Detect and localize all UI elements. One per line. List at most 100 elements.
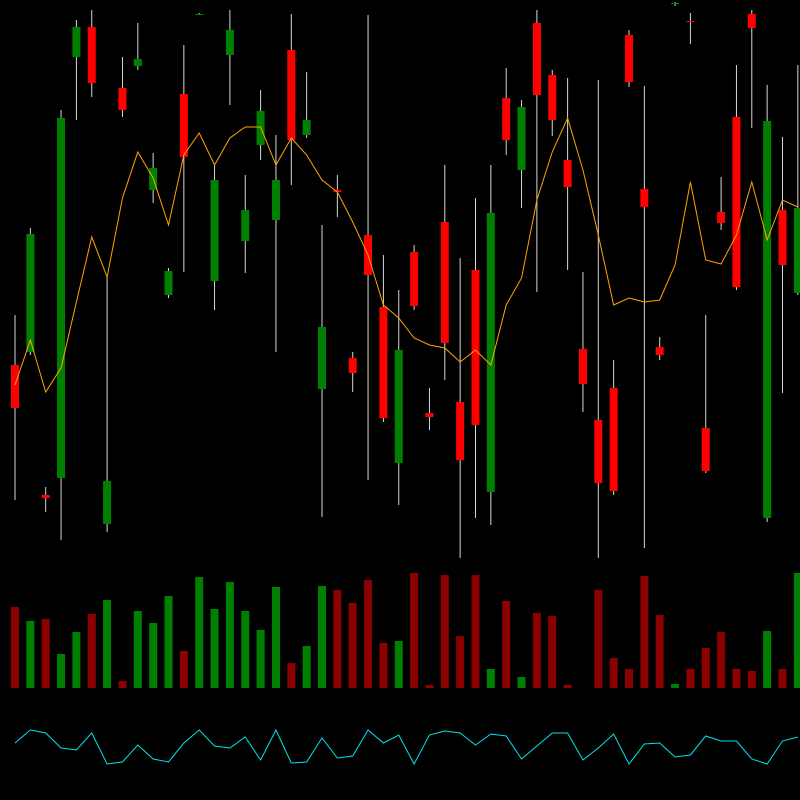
candle-body — [486, 213, 495, 492]
candle-body — [701, 428, 710, 471]
volume-bar — [548, 616, 557, 688]
candle-body — [394, 350, 403, 463]
candle-body — [717, 212, 726, 223]
volume-bar — [210, 609, 219, 688]
candle-body — [333, 190, 342, 192]
candle-body — [640, 189, 649, 207]
candle-body — [763, 121, 772, 518]
candle-body — [11, 365, 19, 408]
candle-body — [210, 180, 219, 281]
volume-bar — [655, 615, 664, 688]
candle-body — [57, 118, 66, 478]
candle-body — [287, 50, 296, 140]
candle-body — [625, 35, 633, 82]
volume-bar — [256, 630, 265, 688]
volume-bar — [195, 577, 204, 688]
candle-body — [655, 347, 664, 355]
candle-body — [72, 27, 81, 57]
volume-bar — [778, 669, 787, 688]
volume-bar — [164, 596, 173, 688]
volume-bar — [625, 669, 633, 688]
volume-bar — [287, 663, 296, 688]
volume-bar — [410, 573, 419, 688]
volume-bar — [517, 677, 526, 688]
candle-body — [563, 160, 572, 187]
candle-body — [425, 413, 434, 417]
volume-bar — [701, 648, 710, 688]
candle-body — [471, 270, 480, 425]
candle-body — [271, 180, 280, 220]
volume-bar — [640, 576, 649, 688]
volume-bar — [333, 590, 342, 688]
volume-bar — [609, 658, 618, 688]
volume-bar — [11, 607, 19, 688]
candle-body — [410, 252, 419, 306]
candle-body — [379, 307, 388, 418]
candle-body — [502, 98, 511, 140]
candle-body — [578, 349, 587, 384]
volume-bar — [717, 632, 726, 688]
candle-body — [87, 27, 96, 83]
volume-bar — [118, 681, 127, 688]
volume-bar — [379, 643, 388, 688]
volume-bar — [103, 600, 112, 688]
candle-body — [26, 234, 35, 352]
volume-bar — [179, 651, 188, 688]
indicator-line — [14, 728, 798, 766]
volume-bar — [686, 669, 695, 688]
candle-body — [41, 495, 50, 498]
candle-body — [225, 30, 234, 55]
candle-body — [103, 481, 112, 524]
candle-body — [671, 3, 680, 4]
volume-bar — [225, 582, 234, 688]
candle-body — [241, 210, 250, 241]
volume-bar — [671, 684, 680, 688]
volume-bar — [41, 619, 50, 688]
volume-bar — [149, 623, 158, 688]
candle-body — [793, 208, 800, 293]
candle-body — [594, 420, 603, 483]
candle-body — [118, 88, 127, 110]
candle-body — [318, 327, 326, 389]
candle-body — [517, 107, 526, 170]
volume-bar — [348, 603, 357, 688]
candle-body — [609, 388, 618, 491]
volume-bar — [532, 613, 541, 688]
volume-bar — [456, 636, 465, 688]
volume-bar — [425, 685, 434, 688]
volume-bar — [271, 587, 280, 688]
candle-body — [179, 94, 188, 157]
volume-bar — [732, 669, 741, 688]
candle-body — [440, 222, 449, 343]
candle-body — [532, 23, 541, 95]
volume-bar — [486, 669, 495, 688]
volume-bar — [471, 575, 480, 688]
volume-bar — [747, 671, 756, 688]
volume-bar — [133, 611, 142, 688]
candle-body — [747, 14, 756, 28]
volume-bar — [502, 601, 511, 688]
volume-bar — [26, 621, 35, 688]
candle-body — [548, 75, 557, 120]
candle-body — [164, 271, 173, 295]
candle-body — [732, 117, 741, 287]
volume-bar — [87, 614, 96, 688]
volume-bar — [394, 641, 403, 688]
candle-body — [348, 358, 357, 373]
volume-bar — [72, 632, 81, 688]
volume-bar — [793, 573, 800, 688]
volume-bar — [594, 590, 603, 688]
volume-bar — [241, 611, 250, 688]
candle-body — [686, 21, 695, 22]
volume-bar — [364, 580, 373, 688]
volume-bar — [563, 685, 572, 688]
moving-average-line — [14, 116, 799, 394]
volume-bar — [763, 631, 772, 688]
candle-body — [133, 59, 142, 66]
volume-bar — [57, 654, 66, 688]
candle-body — [456, 402, 465, 460]
candle-body — [195, 14, 204, 15]
volume-bar — [302, 646, 311, 688]
